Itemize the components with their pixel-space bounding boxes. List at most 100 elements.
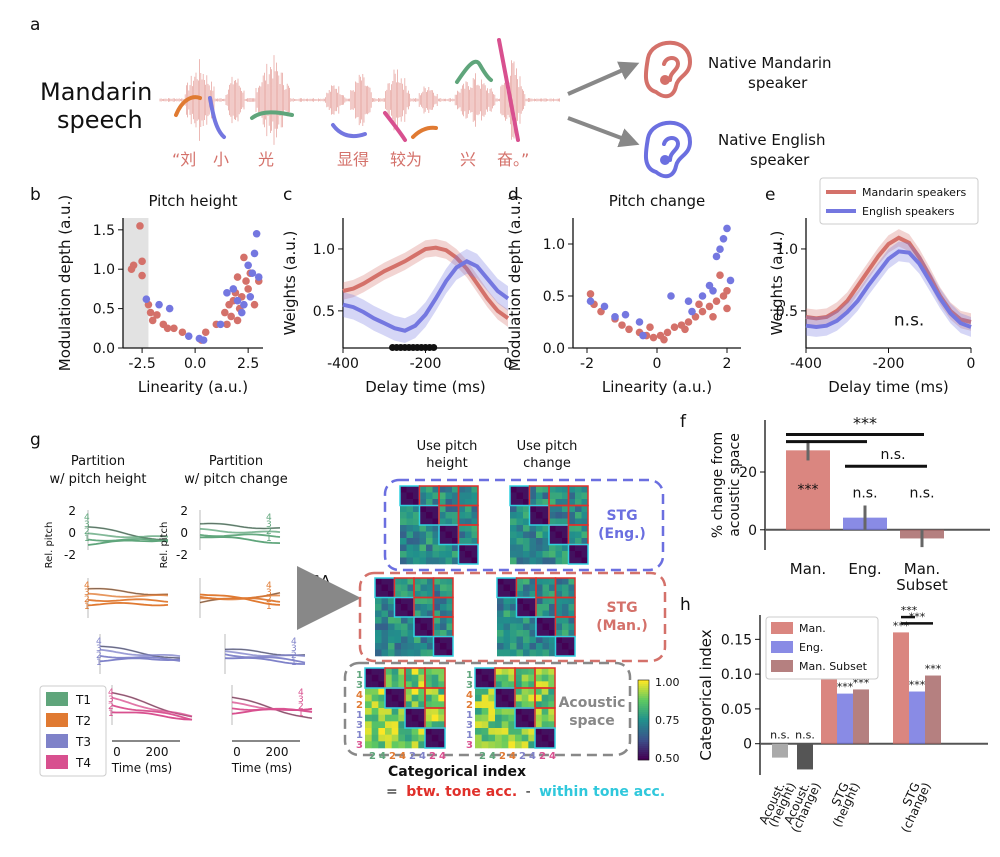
bar-0 <box>786 450 830 530</box>
y-tick-label: 1.5 <box>93 223 115 239</box>
matrix-cell <box>501 708 509 715</box>
matrix-cell <box>521 708 529 715</box>
scatter-point-english <box>199 336 208 344</box>
matrix-cell <box>475 721 482 729</box>
within-tone-box <box>457 543 479 565</box>
matrix-cell <box>508 674 516 682</box>
matrix-cell <box>420 591 428 598</box>
cat-cyan: within tone acc. <box>539 784 665 800</box>
pitch-trace <box>111 704 193 721</box>
panel-e: e Mandarin speakers English speakers -40… <box>765 177 979 396</box>
matrix-cell <box>440 649 447 657</box>
matrix-cell <box>439 492 446 500</box>
scatter-point-english <box>237 308 246 317</box>
matrix-cell <box>529 486 537 493</box>
matrix-cell <box>401 617 408 624</box>
speech-label-2: speech <box>57 106 143 134</box>
matrix-cell <box>536 551 543 558</box>
matrix-cell <box>562 538 569 545</box>
mat-title-2b: change <box>523 456 571 471</box>
matrix-cell <box>562 604 569 611</box>
scatter-point-english <box>719 235 728 243</box>
x-category-label: Subset <box>896 576 948 594</box>
matrix-cell <box>426 499 433 506</box>
matrix-cell <box>388 610 395 618</box>
colorbar-segment <box>638 692 649 695</box>
matrix-cell <box>401 597 408 605</box>
matrix-cell <box>365 668 372 675</box>
matrix-cell <box>555 486 563 493</box>
colorbar-segment <box>638 734 649 737</box>
matrix-cell <box>425 721 432 729</box>
matrix-cell <box>378 714 386 722</box>
bar-annotation: n.s. <box>795 729 815 742</box>
matrix-cell <box>398 674 406 682</box>
matrix-cell <box>536 643 543 650</box>
matrix-cell <box>548 741 556 749</box>
scatter-point-mandarin <box>695 300 703 309</box>
scatter-point-english <box>229 285 238 293</box>
time-tick: 200 <box>146 745 169 759</box>
y-tick-label: 1.0 <box>313 242 335 258</box>
matrix-cell <box>425 688 432 695</box>
matrix-cell <box>391 721 399 729</box>
matrix-cell <box>529 617 537 624</box>
matrix-cell <box>414 610 421 618</box>
matrix-cell <box>497 584 504 592</box>
matrix-cell <box>431 701 439 709</box>
matrix-cell <box>458 518 466 526</box>
matrix-cell <box>413 538 420 545</box>
matrix-cell <box>488 674 496 682</box>
matrix-cell <box>426 551 433 558</box>
bar-annotation: *** <box>893 619 910 632</box>
matrix-cell <box>385 674 392 682</box>
matrix-cell <box>508 714 516 722</box>
pitch-trace <box>111 711 193 721</box>
cat-eq: = <box>386 784 398 800</box>
matrix-cell <box>398 708 406 715</box>
matrix-cell <box>562 557 569 565</box>
matrix-cell <box>445 531 453 539</box>
matrix-cell <box>521 714 529 722</box>
matrix-cell <box>394 643 402 650</box>
matrix-cell <box>523 531 530 539</box>
matrix-cell <box>516 525 524 532</box>
matrix-cell <box>575 486 582 493</box>
matrix-col-label: 4 <box>549 751 556 762</box>
matrix-cell <box>433 643 441 650</box>
matrix-cell <box>501 734 509 742</box>
matrix-cell <box>516 623 524 631</box>
tone-contour-t4 <box>383 111 407 142</box>
matrix-cell <box>549 557 556 565</box>
matrix-cell <box>381 584 389 592</box>
legend-swatch-t1 <box>46 692 68 706</box>
box3-label-b: space <box>569 713 615 729</box>
matrix-cell <box>365 734 372 742</box>
colorbar-segment <box>638 752 649 755</box>
matrix-cell <box>375 623 382 631</box>
matrix-cell <box>401 649 408 657</box>
matrix-cell <box>515 708 522 715</box>
matrix-cell <box>411 668 419 675</box>
matrix-cell <box>375 636 382 644</box>
matrix-cell <box>388 636 395 644</box>
matrix-cell <box>581 544 589 552</box>
matrix-cell <box>516 499 524 506</box>
matrix-cell <box>535 728 542 735</box>
rank-label: 3 <box>291 644 297 654</box>
matrix-cell <box>391 728 399 735</box>
matrix-cell <box>471 551 479 558</box>
matrix-cell <box>401 623 408 631</box>
matrix-cell <box>420 630 428 637</box>
matrix-cell <box>568 591 576 598</box>
time-tick: 0 <box>233 745 241 759</box>
matrix-col-label: 4 <box>489 751 496 762</box>
matrix-cell <box>510 518 517 526</box>
matrix-cell <box>425 741 432 749</box>
comparison-label: *** <box>853 413 877 432</box>
matrix-cell <box>555 617 563 624</box>
matrix-col-label: 2 <box>499 751 506 762</box>
matrix-cell <box>431 708 439 715</box>
matrix-cell <box>440 643 447 650</box>
matrix-cell <box>510 604 517 611</box>
